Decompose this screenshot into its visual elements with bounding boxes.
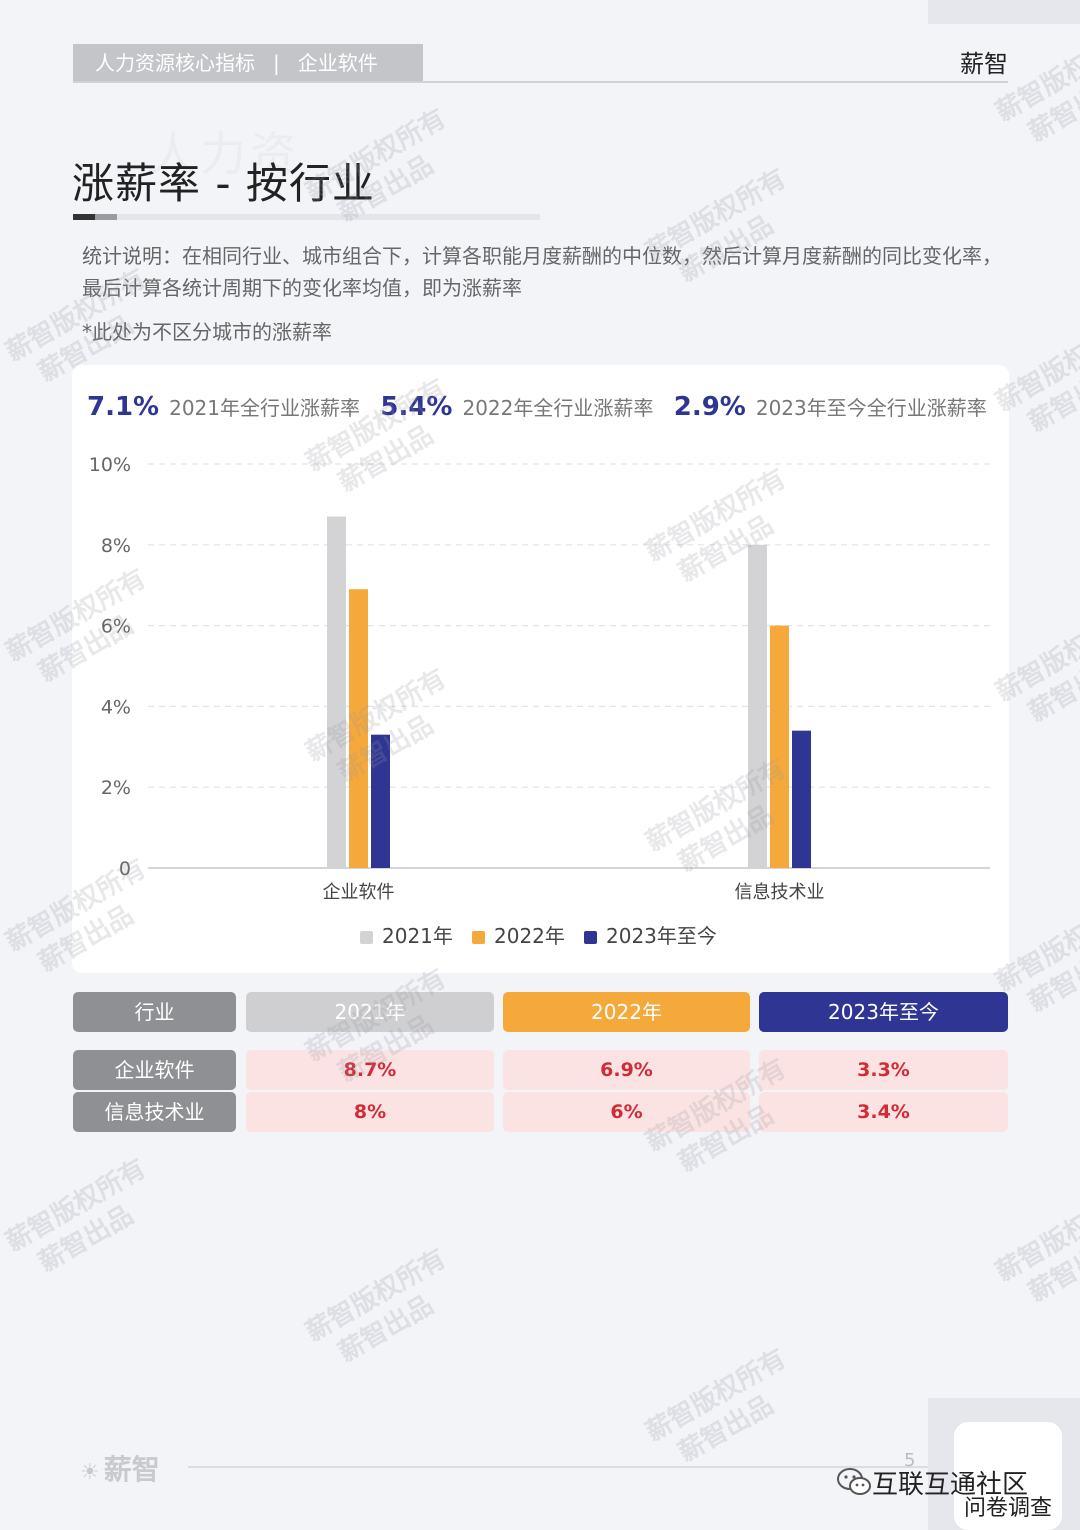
table-cell: 6.9% bbox=[503, 1050, 750, 1090]
wechat-account-tag[interactable]: 互联互通社区 bbox=[836, 1464, 1028, 1501]
y-tick-label: 2% bbox=[101, 777, 131, 799]
watermark-line: 薪智版权所有 bbox=[301, 1243, 452, 1348]
y-tick-label: 10% bbox=[89, 454, 131, 476]
legend-item-2021: 2021年 bbox=[360, 920, 453, 949]
watermark-line: 薪智版权所有 bbox=[991, 1183, 1080, 1288]
breadcrumb-separator: | bbox=[273, 51, 280, 75]
survey-link[interactable]: 问卷调查 bbox=[964, 1496, 1053, 1521]
breadcrumb-item-topic: 企业软件 bbox=[297, 51, 378, 75]
table-header-2021: 2021年 bbox=[246, 992, 494, 1032]
summary-label: 2023年至今全行业涨薪率 bbox=[755, 396, 987, 420]
watermark: 薪智版权所有 薪智出品 bbox=[300, 1242, 469, 1379]
summary-stats: 7.1% 2021年全行业涨薪率 5.4% 2022年全行业涨薪率 2.9% 2023… bbox=[87, 392, 1001, 422]
watermark-line: 薪智版权所有 bbox=[1, 1153, 152, 1258]
summary-item-2022: 5.4% 2022年全行业涨薪率 bbox=[380, 392, 654, 422]
x-tick-label: 企业软件 bbox=[323, 882, 395, 903]
logo-mark-icon: ☀ bbox=[80, 1460, 100, 1485]
bar-2022年-企业软件 bbox=[349, 589, 368, 868]
watermark-line: 薪智版权所有 bbox=[641, 1343, 792, 1448]
legend-label: 2022年 bbox=[494, 924, 565, 948]
y-tick-label: 0 bbox=[119, 858, 131, 880]
header-divider bbox=[73, 81, 1008, 83]
legend-swatch bbox=[584, 931, 597, 944]
bar-2023年至今-信息技术业 bbox=[792, 730, 811, 868]
x-tick-label: 信息技术业 bbox=[735, 882, 825, 903]
bar-2021年-企业软件 bbox=[327, 516, 346, 868]
table-cell: 3.4% bbox=[759, 1092, 1008, 1132]
y-tick-label: 4% bbox=[101, 696, 131, 718]
table-cell: 8% bbox=[246, 1092, 494, 1132]
bar-2023年至今-企业软件 bbox=[371, 734, 390, 868]
watermark-line: 薪智出品 bbox=[1023, 1230, 1080, 1309]
watermark: 薪智版权所有 薪智出品 bbox=[0, 1152, 169, 1289]
summary-value: 5.4% bbox=[380, 392, 453, 422]
page-number: 5 bbox=[904, 1450, 916, 1471]
table-cell: 8.7% bbox=[246, 1050, 494, 1090]
table-row-label: 信息技术业 bbox=[73, 1092, 236, 1132]
watermark-line: 薪智出品 bbox=[33, 1200, 139, 1279]
watermark: 薪智版权所有 薪智出品 bbox=[990, 1182, 1080, 1319]
footer-logo: ☀ 薪智 bbox=[80, 1448, 160, 1488]
summary-item-2023: 2.9% 2023年至今全行业涨薪率 bbox=[674, 392, 987, 422]
table-header-industry: 行业 bbox=[73, 992, 236, 1032]
summary-label: 2021年全行业涨薪率 bbox=[169, 396, 361, 420]
title-underline bbox=[73, 214, 540, 220]
watermark-line: 薪智出品 bbox=[673, 1390, 779, 1469]
table-row-label: 企业软件 bbox=[73, 1050, 236, 1090]
table-cell: 3.3% bbox=[759, 1050, 1008, 1090]
table-header-2023: 2023年至今 bbox=[759, 992, 1008, 1032]
summary-label: 2022年全行业涨薪率 bbox=[462, 396, 654, 420]
breadcrumb-item-section: 人力资源核心指标 bbox=[95, 51, 255, 75]
table-header-2022: 2022年 bbox=[503, 992, 750, 1032]
legend-label: 2021年 bbox=[382, 924, 453, 948]
legend-swatch bbox=[360, 931, 373, 944]
bar-2022年-信息技术业 bbox=[770, 625, 789, 868]
page-title: 涨薪率 - 按行业 bbox=[72, 159, 375, 208]
watermark-line: 薪智出品 bbox=[333, 1290, 439, 1369]
bar-2021年-信息技术业 bbox=[748, 544, 767, 868]
statistics-note: 统计说明：在相同行业、城市组合下，计算各职能月度薪酬的中位数，然后计算月度薪酬的… bbox=[82, 244, 1002, 300]
wechat-icon bbox=[837, 1468, 871, 1495]
statistics-footnote: *此处为不区分城市的涨薪率 bbox=[82, 320, 332, 344]
y-tick-label: 6% bbox=[101, 616, 131, 638]
legend-item-2022: 2022年 bbox=[472, 920, 565, 949]
footer-divider bbox=[188, 1466, 948, 1468]
breadcrumb: 人力资源核心指标 | 企业软件 bbox=[73, 44, 423, 82]
legend-item-2023: 2023年至今 bbox=[584, 920, 717, 949]
footer-logo-text: 薪智 bbox=[103, 1453, 160, 1486]
watermark: 薪智版权所有 薪智出品 bbox=[640, 1342, 809, 1479]
table-cell: 6% bbox=[503, 1092, 750, 1132]
summary-value: 7.1% bbox=[87, 392, 160, 422]
legend-swatch bbox=[472, 931, 485, 944]
corner-decoration bbox=[928, 0, 1080, 24]
summary-value: 2.9% bbox=[673, 392, 746, 422]
wechat-account-name: 互联互通社区 bbox=[872, 1470, 1029, 1500]
bar-chart: 0 2% 4% 6% 8% 10% 企业软件 信息技术业 bbox=[89, 454, 990, 903]
qr-code-card[interactable] bbox=[954, 1422, 1062, 1530]
background-word: 人力资 bbox=[150, 127, 300, 181]
summary-item-2021: 7.1% 2021年全行业涨薪率 bbox=[87, 392, 361, 422]
legend-label: 2023年至今 bbox=[606, 924, 717, 948]
chart-card bbox=[72, 365, 1009, 973]
brand-name: 薪智 bbox=[960, 50, 1008, 78]
y-tick-label: 8% bbox=[101, 535, 131, 557]
